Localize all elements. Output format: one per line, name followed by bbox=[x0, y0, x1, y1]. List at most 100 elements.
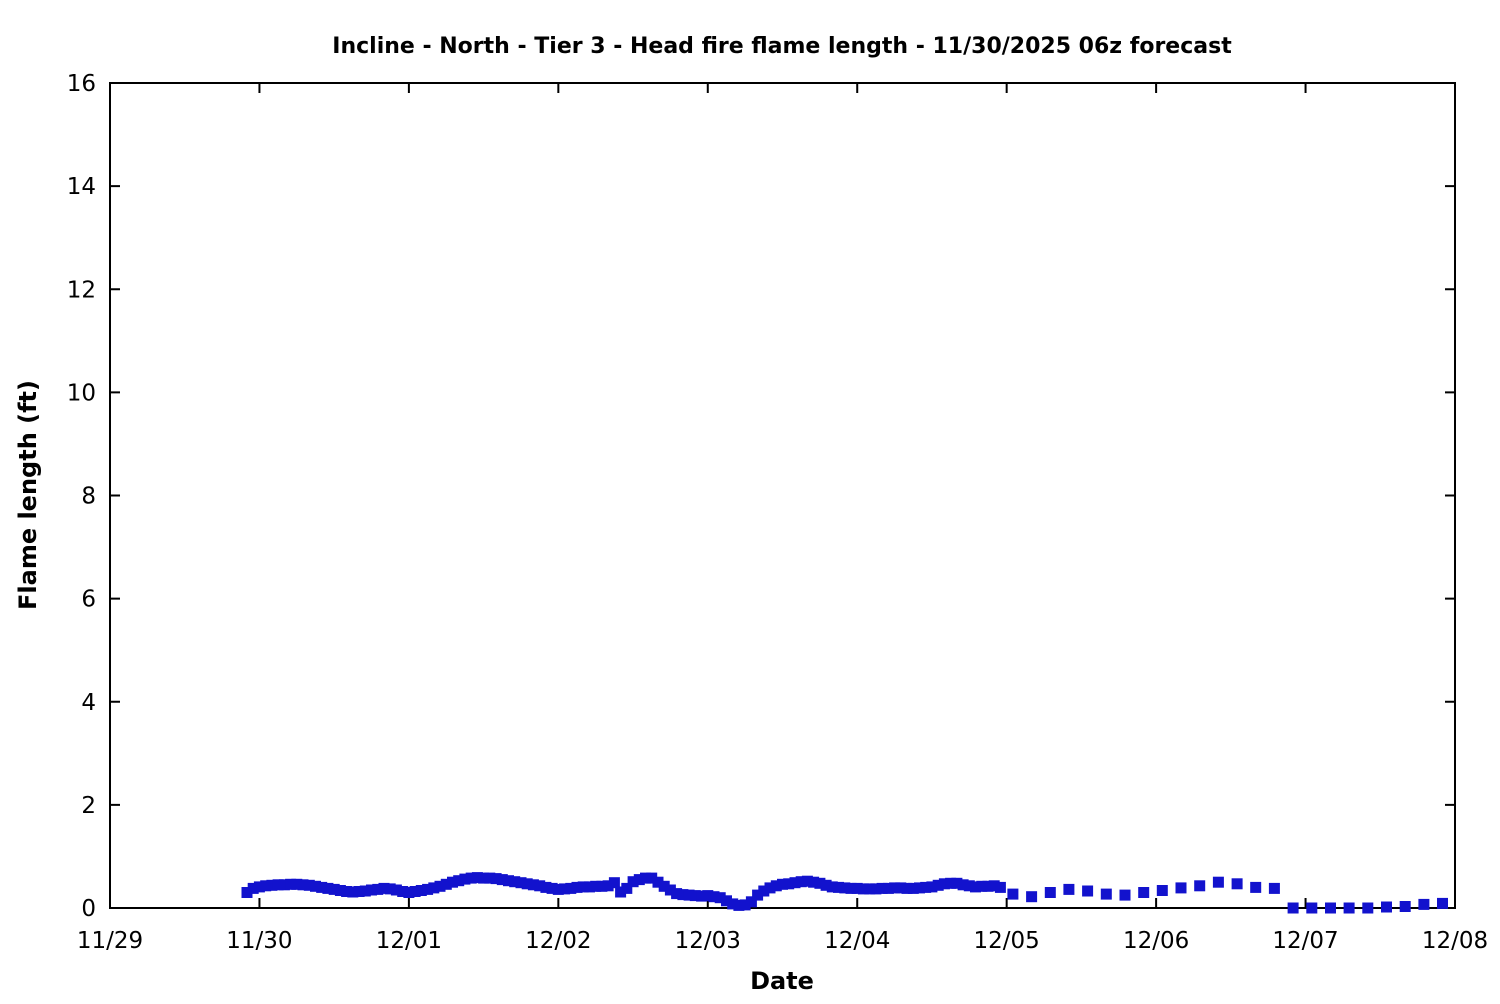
data-point bbox=[366, 884, 377, 896]
y-tick-label: 8 bbox=[81, 484, 96, 510]
data-point bbox=[677, 889, 689, 901]
data-point bbox=[322, 882, 334, 894]
x-tick-label: 12/01 bbox=[376, 928, 442, 954]
data-point bbox=[1100, 888, 1112, 900]
x-tick-label: 12/03 bbox=[675, 928, 741, 954]
x-axis-ticks: 11/29 11/30 12/01 12/02 12/03 12/04 12/05 12/06… bbox=[77, 83, 1488, 954]
data-point bbox=[328, 883, 340, 895]
data-point bbox=[359, 885, 371, 897]
data-point bbox=[409, 886, 421, 897]
plot-frame bbox=[109, 82, 1456, 909]
x-tick-label: 12/06 bbox=[1123, 928, 1189, 954]
data-point bbox=[857, 883, 869, 895]
data-point bbox=[938, 878, 950, 890]
data-point bbox=[689, 890, 701, 902]
data-point bbox=[459, 873, 471, 885]
data-point bbox=[708, 891, 720, 903]
data-point bbox=[752, 889, 764, 901]
data-point bbox=[895, 882, 907, 894]
data-point bbox=[440, 878, 452, 890]
data-point bbox=[347, 886, 359, 898]
data-point bbox=[1381, 901, 1392, 913]
data-point bbox=[565, 882, 577, 894]
data-point bbox=[951, 877, 963, 889]
data-point bbox=[945, 877, 957, 889]
data-point bbox=[546, 882, 558, 894]
data-point bbox=[1306, 902, 1318, 914]
data-point bbox=[372, 883, 384, 895]
data-point bbox=[266, 879, 278, 891]
data-point bbox=[247, 882, 259, 894]
data-point bbox=[988, 880, 1000, 892]
data-point bbox=[633, 874, 645, 886]
data-point bbox=[484, 872, 496, 884]
data-point bbox=[721, 895, 732, 907]
data-point bbox=[1194, 880, 1206, 892]
data-point bbox=[1231, 878, 1243, 890]
data-point bbox=[527, 879, 539, 891]
data-point bbox=[889, 882, 901, 894]
data-point bbox=[478, 872, 490, 884]
data-point bbox=[291, 878, 303, 890]
chart-title: Incline - North - Tier 3 - Head fire fla… bbox=[332, 34, 1232, 59]
data-point bbox=[932, 879, 944, 891]
data-point bbox=[1343, 902, 1355, 914]
data-point bbox=[490, 873, 502, 885]
data-point bbox=[851, 882, 863, 894]
data-point bbox=[739, 899, 751, 911]
data-point bbox=[652, 876, 664, 888]
data-point bbox=[826, 881, 838, 893]
data-point bbox=[920, 881, 932, 893]
data-point bbox=[285, 878, 297, 890]
data-point bbox=[253, 881, 265, 893]
data-point bbox=[702, 890, 714, 902]
data-point bbox=[901, 882, 913, 894]
data-point bbox=[994, 881, 1006, 893]
data-point bbox=[608, 877, 620, 889]
data-point bbox=[671, 888, 683, 900]
data-point bbox=[465, 872, 477, 884]
data-point bbox=[1325, 902, 1336, 914]
data-point bbox=[453, 875, 465, 887]
data-point bbox=[1044, 887, 1056, 898]
data-point bbox=[1119, 889, 1131, 901]
data-point bbox=[696, 890, 708, 902]
data-point bbox=[1418, 898, 1430, 910]
data-point bbox=[982, 880, 994, 892]
data-point bbox=[1287, 902, 1299, 914]
data-point bbox=[310, 880, 321, 892]
y-tick-label: 12 bbox=[67, 277, 96, 303]
data-point bbox=[621, 882, 633, 894]
y-axis-label: Flame length (ft) bbox=[14, 380, 42, 610]
data-point bbox=[334, 885, 346, 896]
data-point bbox=[571, 881, 583, 893]
data-point bbox=[278, 879, 290, 891]
data-point bbox=[814, 877, 826, 889]
data-point bbox=[783, 878, 795, 890]
data-point bbox=[559, 883, 571, 895]
data-point bbox=[390, 884, 402, 896]
x-tick-label: 12/05 bbox=[974, 928, 1040, 954]
data-point bbox=[926, 881, 938, 893]
data-point bbox=[833, 881, 844, 893]
data-point bbox=[521, 878, 533, 890]
data-point bbox=[658, 880, 670, 892]
y-tick-label: 16 bbox=[67, 71, 96, 97]
data-point bbox=[471, 872, 483, 884]
data-point bbox=[1250, 881, 1262, 893]
x-tick-label: 11/30 bbox=[226, 928, 292, 954]
data-point bbox=[534, 880, 546, 892]
data-point bbox=[1138, 887, 1150, 898]
data-point bbox=[552, 883, 564, 895]
data-point bbox=[646, 872, 658, 884]
data-point bbox=[415, 885, 427, 896]
data-point bbox=[1362, 902, 1374, 914]
data-point bbox=[577, 881, 589, 893]
data-point bbox=[795, 876, 807, 888]
data-point bbox=[515, 877, 527, 889]
data-point bbox=[1268, 882, 1280, 894]
y-tick-label: 6 bbox=[81, 587, 96, 613]
data-point bbox=[260, 880, 272, 892]
data-point bbox=[845, 882, 857, 894]
